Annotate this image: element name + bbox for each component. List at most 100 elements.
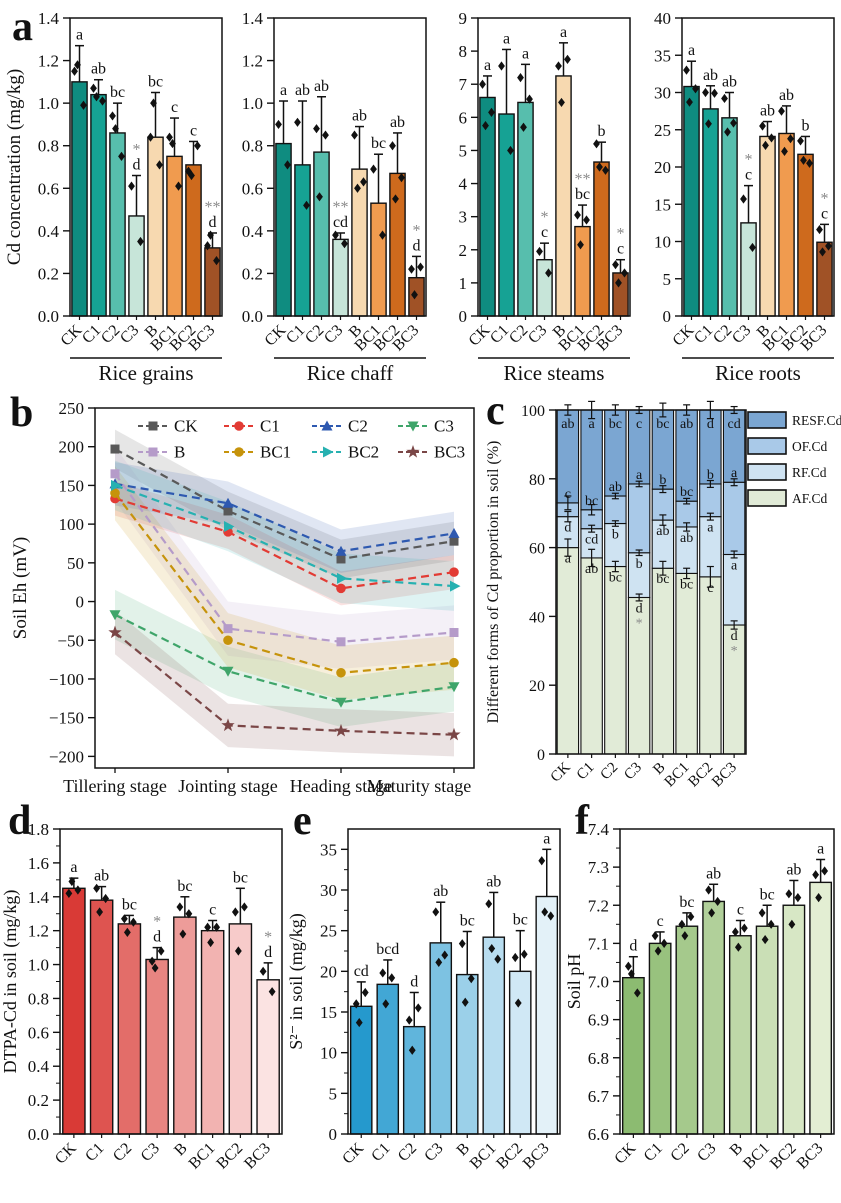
svg-text:RF.Cd: RF.Cd (792, 465, 827, 480)
svg-text:bc: bc (122, 896, 137, 913)
panel-d-label: d (8, 798, 32, 844)
panel-c-label: c (486, 388, 505, 434)
svg-text:b: b (802, 117, 810, 134)
svg-text:a: a (76, 27, 83, 44)
svg-text:a: a (688, 42, 695, 59)
panel-a-label: a (12, 4, 33, 50)
svg-text:S²⁻ in soil (mg/kg): S²⁻ in soil (mg/kg) (286, 913, 307, 1049)
svg-text:a: a (731, 466, 738, 481)
svg-text:*: * (153, 914, 161, 931)
svg-text:Different forms of Cd proporti: Different forms of Cd proportion in soil… (485, 441, 502, 724)
svg-text:25: 25 (320, 922, 337, 941)
svg-text:Cd concentration (mg/kg): Cd concentration (mg/kg) (4, 69, 25, 265)
svg-text:*: * (264, 929, 272, 946)
svg-text:1.4: 1.4 (28, 888, 50, 907)
svg-text:7.1: 7.1 (588, 934, 609, 953)
svg-text:ab: ab (561, 417, 574, 432)
svg-text:bc: bc (575, 186, 590, 203)
svg-text:1.0: 1.0 (28, 956, 49, 975)
svg-text:C1: C1 (368, 1140, 393, 1165)
svg-text:7.2: 7.2 (588, 896, 609, 915)
svg-text:bc: bc (609, 571, 622, 586)
svg-text:*: * (731, 644, 738, 659)
svg-text:d: d (133, 157, 141, 174)
svg-text:−50: −50 (57, 631, 84, 650)
svg-text:*: * (541, 209, 549, 226)
svg-text:6.6: 6.6 (588, 1125, 609, 1144)
svg-text:2: 2 (459, 241, 468, 260)
svg-text:B: B (174, 443, 185, 462)
svg-text:ab: ab (609, 480, 622, 495)
svg-text:C1: C1 (641, 1140, 666, 1165)
svg-text:**: ** (575, 171, 591, 188)
svg-text:B: B (171, 1140, 191, 1160)
svg-text:a: a (636, 468, 643, 483)
svg-text:3: 3 (459, 208, 468, 227)
svg-text:4: 4 (459, 175, 468, 194)
svg-text:*: * (413, 222, 421, 239)
svg-text:1.0: 1.0 (242, 94, 263, 113)
svg-text:bc: bc (513, 912, 528, 929)
svg-text:ab: ab (656, 524, 669, 539)
svg-text:0: 0 (76, 593, 85, 612)
svg-text:bcd: bcd (376, 941, 399, 958)
svg-text:ab: ab (779, 87, 794, 104)
svg-text:bc: bc (760, 886, 775, 903)
svg-text:bc: bc (656, 572, 669, 587)
svg-text:Maturity stage: Maturity stage (367, 776, 471, 796)
svg-text:0: 0 (537, 747, 545, 764)
svg-text:a: a (565, 552, 572, 567)
svg-text:100: 100 (521, 403, 545, 420)
svg-text:C2: C2 (598, 760, 622, 784)
svg-text:7.0: 7.0 (588, 973, 609, 992)
svg-text:c: c (657, 913, 664, 930)
svg-text:ab: ab (680, 531, 693, 546)
svg-text:bc: bc (233, 869, 248, 886)
svg-text:BC3: BC3 (794, 1140, 827, 1173)
svg-text:0.8: 0.8 (38, 137, 59, 156)
svg-text:bc: bc (460, 912, 475, 929)
svg-text:BC3: BC3 (241, 1140, 274, 1173)
svg-text:BC1: BC1 (662, 760, 693, 791)
svg-text:d: d (731, 629, 738, 644)
svg-text:15: 15 (654, 195, 671, 214)
svg-text:C3: C3 (621, 760, 645, 784)
svg-text:bc: bc (680, 577, 693, 592)
svg-text:C3: C3 (525, 322, 550, 347)
svg-text:0: 0 (459, 307, 468, 326)
svg-text:bc: bc (609, 417, 622, 432)
svg-text:C1: C1 (260, 417, 280, 436)
svg-text:ab: ab (390, 114, 405, 131)
panel-b-label: b (10, 390, 34, 436)
svg-text:BC2: BC2 (348, 443, 379, 462)
svg-text:c: c (636, 417, 642, 432)
svg-text:b: b (612, 528, 619, 543)
svg-text:35: 35 (654, 46, 671, 65)
svg-text:BC3: BC3 (709, 760, 740, 791)
svg-text:ab: ab (760, 103, 775, 120)
svg-text:7: 7 (459, 75, 468, 94)
svg-text:ab: ab (585, 562, 598, 577)
svg-text:1.2: 1.2 (242, 52, 263, 71)
svg-text:1.2: 1.2 (28, 922, 49, 941)
svg-text:0: 0 (663, 307, 672, 326)
svg-text:bc: bc (680, 485, 693, 500)
svg-text:200: 200 (59, 438, 85, 457)
svg-text:C3: C3 (434, 417, 454, 436)
svg-text:d: d (153, 929, 161, 946)
svg-text:c: c (821, 205, 828, 222)
svg-text:a: a (707, 521, 714, 536)
svg-text:0.6: 0.6 (28, 1023, 49, 1042)
svg-text:*: * (745, 152, 753, 169)
svg-text:BC3: BC3 (434, 443, 465, 462)
svg-text:7.3: 7.3 (588, 858, 609, 877)
svg-text:40: 40 (529, 609, 545, 626)
svg-text:ab: ab (722, 74, 737, 91)
svg-text:−150: −150 (49, 709, 84, 728)
svg-text:cd: cd (333, 214, 348, 231)
rice-steams-bar-chart: 0123456789aCKaC1aC2c*C3aBbc**BC1bBC2c*BC… (459, 9, 631, 385)
svg-text:20: 20 (529, 678, 545, 695)
svg-text:Rice roots: Rice roots (715, 361, 801, 385)
svg-text:CK: CK (52, 1139, 80, 1167)
svg-text:c: c (171, 99, 178, 116)
